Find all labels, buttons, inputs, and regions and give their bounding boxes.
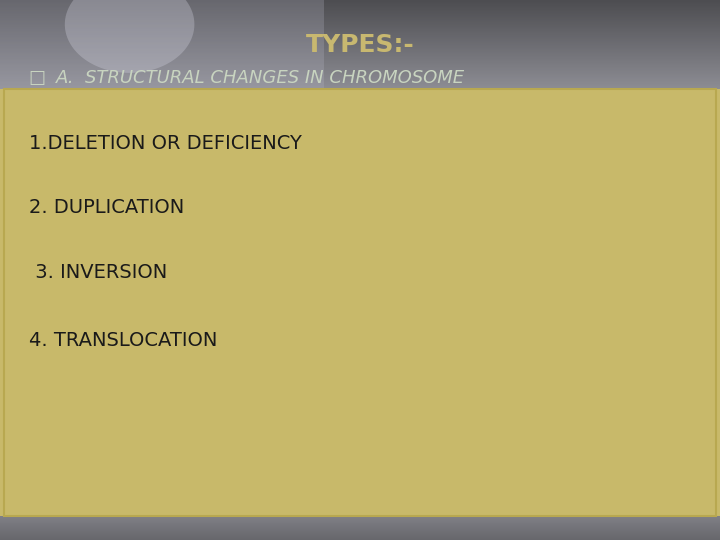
Text: 1.DELETION OR DEFICIENCY: 1.DELETION OR DEFICIENCY bbox=[29, 133, 302, 153]
Text: 4. TRANSLOCATION: 4. TRANSLOCATION bbox=[29, 330, 217, 350]
Text: □: □ bbox=[29, 69, 46, 87]
Polygon shape bbox=[0, 0, 324, 89]
Text: TYPES:-: TYPES:- bbox=[305, 32, 415, 57]
Text: A.  STRUCTURAL CHANGES IN CHROMOSOME: A. STRUCTURAL CHANGES IN CHROMOSOME bbox=[56, 69, 465, 87]
Text: 3. INVERSION: 3. INVERSION bbox=[29, 263, 167, 282]
Bar bbox=[0, 89, 720, 516]
Polygon shape bbox=[65, 0, 194, 73]
Text: 2. DUPLICATION: 2. DUPLICATION bbox=[29, 198, 184, 218]
Bar bbox=[4, 89, 716, 516]
